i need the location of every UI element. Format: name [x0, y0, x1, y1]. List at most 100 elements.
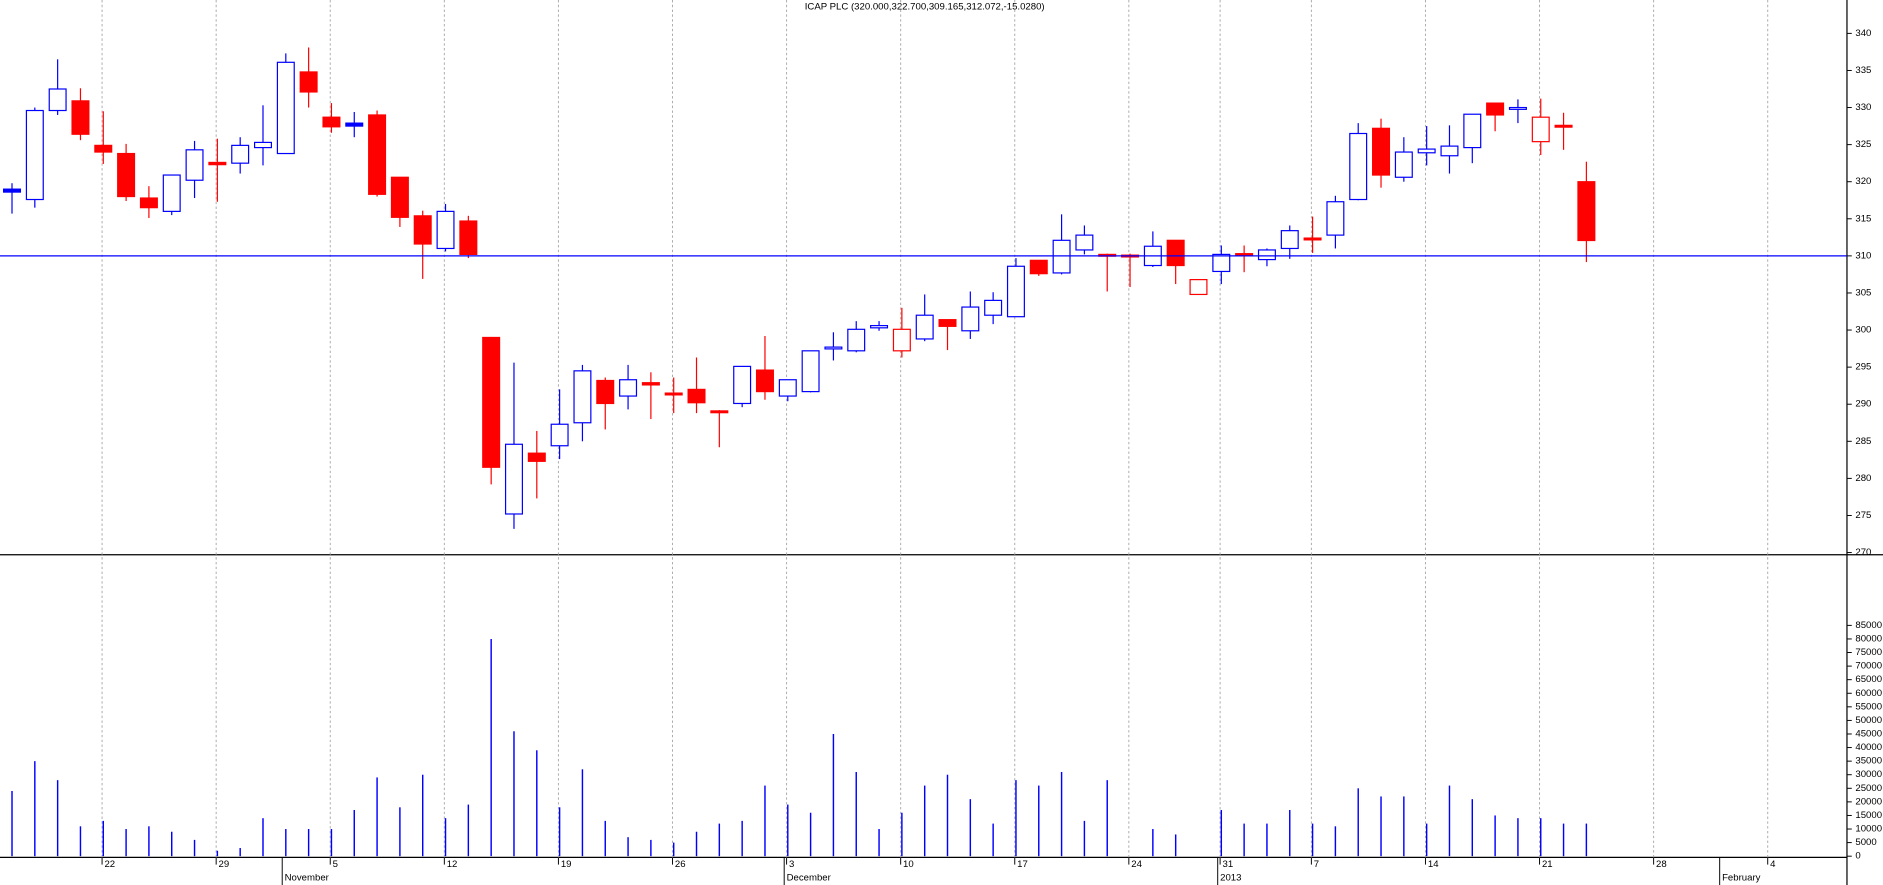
- y-tick-label: 290: [1855, 399, 1871, 410]
- candle-body: [25, 109, 44, 201]
- candle-body: [504, 443, 523, 515]
- x-tick-label: 3: [789, 859, 794, 870]
- month-label: November: [285, 872, 330, 883]
- candle-body: [778, 379, 797, 397]
- candle-body: [1372, 127, 1391, 176]
- y2-tick-label: 35000: [1855, 756, 1882, 767]
- candle-body: [299, 71, 318, 93]
- x-tick-label: 29: [219, 859, 230, 870]
- month-label: December: [787, 872, 832, 883]
- x-tick-label: 22: [104, 859, 115, 870]
- y2-tick-label: 50000: [1855, 715, 1882, 726]
- candle-body: [596, 379, 615, 405]
- candle-body: [824, 346, 843, 350]
- y2-tick-label: 45000: [1855, 729, 1882, 740]
- y-tick-label: 325: [1855, 139, 1871, 150]
- candle-body: [276, 61, 295, 155]
- candle-body: [1303, 237, 1322, 241]
- y-tick-label: 285: [1855, 436, 1871, 447]
- x-tick-label: 4: [1770, 859, 1776, 870]
- candle-body: [915, 314, 934, 340]
- y2-tick-label: 25000: [1855, 783, 1882, 794]
- y-tick-label: 310: [1855, 250, 1871, 261]
- candle-body: [1508, 106, 1527, 110]
- x-tick-label: 21: [1542, 859, 1553, 870]
- x-tick-label: 7: [1314, 859, 1319, 870]
- y2-tick-label: 15000: [1855, 810, 1882, 821]
- candle-body: [1417, 148, 1436, 154]
- y2-tick-label: 75000: [1855, 647, 1882, 658]
- y2-tick-label: 5000: [1855, 837, 1876, 848]
- candle-body: [1075, 234, 1094, 251]
- candle-body: [1486, 102, 1505, 116]
- y2-tick-label: 85000: [1855, 620, 1882, 631]
- y-tick-label: 295: [1855, 362, 1871, 373]
- candle-body: [1280, 230, 1299, 250]
- x-tick-label: 28: [1656, 859, 1667, 870]
- candle-body: [71, 100, 90, 135]
- candle-body: [94, 144, 113, 153]
- candle-body: [1166, 239, 1185, 267]
- month-label: February: [1722, 872, 1761, 883]
- candle-body: [801, 350, 820, 393]
- candle-body: [641, 382, 660, 386]
- y2-tick-label: 80000: [1855, 633, 1882, 644]
- y-tick-label: 315: [1855, 213, 1871, 224]
- y-tick-label: 305: [1855, 287, 1871, 298]
- y2-tick-label: 10000: [1855, 824, 1882, 835]
- x-tick-label: 14: [1428, 859, 1439, 870]
- candle-body: [1189, 279, 1208, 296]
- candle-body: [1463, 113, 1482, 149]
- y-tick-label: 270: [1855, 547, 1871, 558]
- candle-body: [1394, 151, 1413, 178]
- candle-body: [436, 210, 455, 250]
- candle-body: [117, 152, 136, 198]
- candle-body: [253, 141, 273, 149]
- candle-body: [3, 188, 22, 193]
- y2-tick-label: 70000: [1855, 661, 1882, 672]
- candle-body: [231, 144, 250, 164]
- candle-body: [322, 116, 341, 128]
- candle-body: [664, 392, 683, 396]
- candle-body: [870, 324, 889, 329]
- candle-body: [733, 365, 752, 405]
- candle-body: [185, 149, 204, 181]
- x-tick-label: 12: [447, 859, 458, 870]
- y2-tick-label: 20000: [1855, 796, 1882, 807]
- candle-body: [1349, 132, 1368, 201]
- month-label: 2013: [1220, 872, 1241, 883]
- x-tick-label: 17: [1017, 859, 1028, 870]
- y-tick-label: 280: [1855, 473, 1871, 484]
- x-tick-label: 24: [1131, 859, 1142, 870]
- candle-body: [368, 114, 387, 195]
- candle-body: [1554, 124, 1573, 128]
- y-tick-label: 330: [1855, 102, 1871, 113]
- candle-body: [208, 161, 227, 166]
- y2-tick-label: 40000: [1855, 742, 1882, 753]
- x-tick-label: 5: [333, 859, 338, 870]
- candle-body: [1257, 249, 1276, 261]
- candle-body: [459, 220, 478, 255]
- candle-body: [1577, 181, 1596, 242]
- candle-body: [687, 388, 706, 404]
- y2-tick-label: 65000: [1855, 674, 1882, 685]
- candle-body: [1052, 239, 1071, 274]
- y2-tick-label: 30000: [1855, 769, 1882, 780]
- candle-body: [48, 88, 67, 112]
- candle-body: [345, 122, 364, 127]
- candle-body: [710, 410, 729, 414]
- candle-body: [162, 174, 181, 212]
- x-tick-label: 31: [1223, 859, 1234, 870]
- candle-body: [755, 369, 774, 393]
- y-tick-label: 335: [1855, 65, 1871, 76]
- candle-body: [892, 328, 911, 352]
- candle-body: [619, 379, 638, 397]
- x-tick-label: 26: [675, 859, 686, 870]
- x-tick-label: 19: [561, 859, 572, 870]
- candle-body: [961, 306, 980, 332]
- x-tick-label: 10: [903, 859, 914, 870]
- candle-body: [413, 215, 432, 245]
